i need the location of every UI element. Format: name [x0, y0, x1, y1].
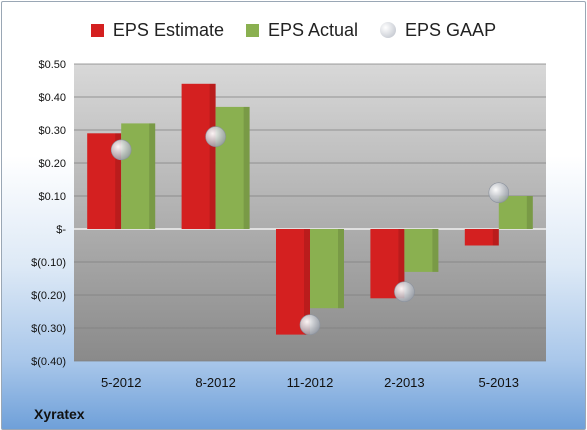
- bar-shade: [492, 229, 499, 246]
- legend-swatch-eps-estimate: [90, 23, 104, 37]
- bar-shade: [149, 123, 156, 229]
- y-tick-label: $0.10: [38, 191, 66, 203]
- bar-eps-estimate: [181, 83, 216, 229]
- bar-eps-actual: [404, 229, 439, 272]
- legend-label-eps-estimate: EPS Estimate: [112, 19, 224, 40]
- y-tick-label: $(0.20): [31, 290, 66, 302]
- marker-eps-gaap: [205, 126, 226, 147]
- y-tick-label: $0.20: [38, 158, 66, 170]
- marker-eps-gaap: [394, 281, 415, 303]
- marker-eps-gaap: [488, 182, 510, 203]
- legend-label-eps-actual: EPS Actual: [267, 19, 359, 40]
- legend-item-eps-estimate: EPS Estimate: [90, 19, 224, 41]
- x-category-label: 8-2012: [195, 375, 235, 390]
- x-category-label: 5-2013: [479, 375, 519, 390]
- bar-shade: [398, 229, 405, 299]
- y-tick-label: $(0.10): [31, 257, 66, 269]
- bar-shade: [338, 229, 344, 309]
- x-category-label: 5-2012: [101, 375, 141, 390]
- legend-item-eps-actual: EPS Actual: [245, 19, 359, 41]
- legend-swatch-eps-actual: [245, 23, 259, 37]
- y-tick-label: $0.30: [38, 125, 66, 137]
- bar-shade: [526, 196, 533, 229]
- y-tick-label: $0.50: [38, 59, 66, 71]
- legend-label-eps-gaap: EPS GAAP: [405, 19, 497, 40]
- bar-eps-actual: [310, 229, 344, 309]
- y-tick-label: $(0.40): [31, 356, 66, 368]
- bar-shade: [243, 106, 250, 229]
- legend-swatch-eps-gaap: [380, 22, 397, 38]
- marker-eps-gaap: [110, 139, 132, 161]
- bar-eps-actual: [498, 196, 533, 229]
- bar-eps-actual: [121, 123, 156, 229]
- bar-shade: [304, 229, 310, 335]
- bar-shade: [209, 83, 216, 229]
- y-tick-label: $-: [56, 224, 66, 236]
- company-label: Xyratex: [34, 406, 85, 422]
- bar-shade: [432, 229, 439, 272]
- x-category-label: 11-2012: [287, 375, 334, 390]
- bar-eps-estimate: [464, 229, 499, 246]
- legend-item-eps-gaap: EPS GAAP: [380, 20, 496, 41]
- legend: EPS Estimate EPS Actual EPS GAAP: [2, 16, 585, 44]
- y-tick-label: $(0.30): [31, 323, 66, 335]
- x-category-label: 2-2013: [384, 375, 424, 390]
- y-tick-label: $0.40: [38, 92, 66, 104]
- marker-eps-gaap: [299, 314, 321, 336]
- bar-shade: [115, 133, 122, 229]
- bar-eps-actual: [215, 106, 250, 229]
